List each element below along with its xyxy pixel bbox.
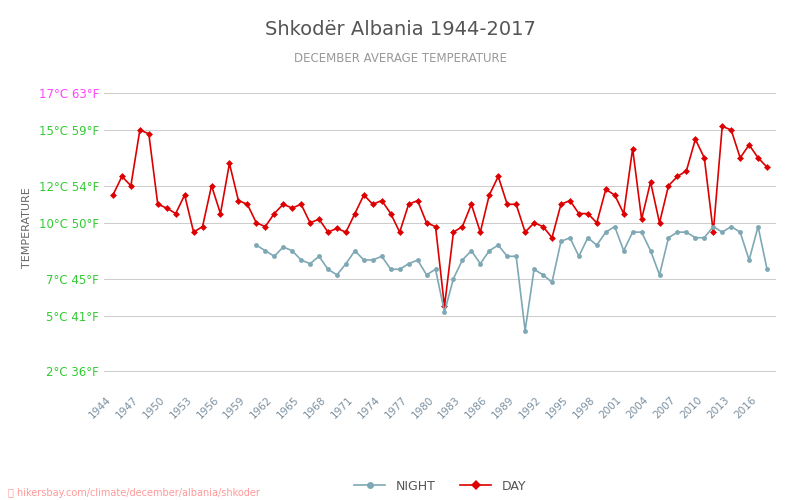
Text: DECEMBER AVERAGE TEMPERATURE: DECEMBER AVERAGE TEMPERATURE — [294, 52, 506, 66]
Text: Shkodër Albania 1944-2017: Shkodër Albania 1944-2017 — [265, 20, 535, 39]
Legend: NIGHT, DAY: NIGHT, DAY — [349, 474, 531, 498]
Y-axis label: TEMPERATURE: TEMPERATURE — [22, 187, 32, 268]
Text: 🔥 hikersbay.com/climate/december/albania/shkoder: 🔥 hikersbay.com/climate/december/albania… — [8, 488, 260, 498]
